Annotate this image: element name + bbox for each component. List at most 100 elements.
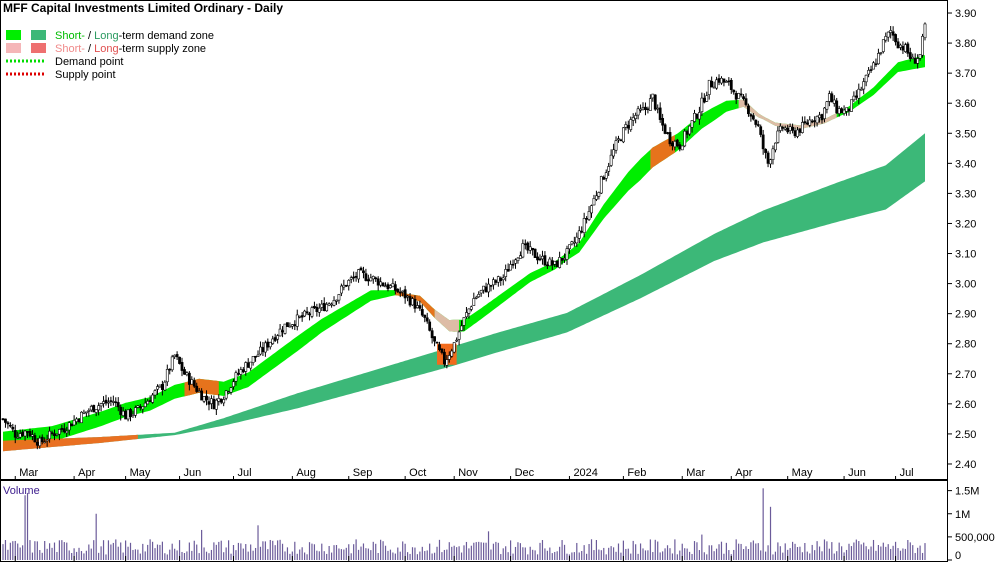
candle-body bbox=[322, 302, 326, 311]
month-tick-label: May bbox=[792, 467, 813, 479]
candle-body bbox=[720, 77, 723, 84]
candle-body bbox=[232, 381, 235, 387]
candle-body bbox=[339, 285, 343, 294]
month-tick-label: Jun bbox=[184, 467, 202, 479]
candle-body bbox=[739, 93, 743, 96]
price-tick-label: 3.70 bbox=[955, 68, 976, 80]
candle-body bbox=[462, 317, 466, 326]
candle-body bbox=[872, 62, 875, 70]
candle-body bbox=[585, 218, 589, 220]
candle-body bbox=[729, 79, 733, 90]
volume-title: Volume bbox=[3, 485, 40, 497]
candle-body bbox=[286, 322, 289, 327]
candle-body bbox=[901, 46, 905, 51]
candle-body bbox=[214, 399, 218, 410]
candle-body bbox=[18, 433, 22, 438]
candle-body bbox=[104, 399, 108, 404]
candle-body bbox=[693, 113, 696, 122]
candle-body bbox=[114, 401, 118, 404]
candle-body bbox=[62, 428, 66, 433]
short-term-demand-zone bbox=[3, 55, 925, 449]
candle-body bbox=[298, 316, 302, 318]
candle-body bbox=[496, 276, 500, 283]
candle-body bbox=[190, 379, 194, 385]
candle-body bbox=[261, 347, 265, 353]
candle-body bbox=[187, 372, 191, 385]
candle-body bbox=[89, 406, 93, 411]
candle-body bbox=[533, 248, 537, 258]
volume-tick-label: 500,000 bbox=[955, 532, 995, 544]
candle-body bbox=[550, 260, 554, 266]
candle-body bbox=[548, 258, 552, 267]
legend-demand-rest: -term demand zone bbox=[119, 30, 214, 42]
candle-body bbox=[381, 282, 385, 287]
candle-body bbox=[21, 431, 25, 436]
candle-body bbox=[489, 285, 493, 287]
candle-body bbox=[472, 298, 476, 306]
month-tick-label: 2024 bbox=[573, 467, 597, 479]
candle-body bbox=[572, 241, 576, 244]
candle-body bbox=[376, 278, 380, 286]
legend-supply-zone: Short- / Long-term supply zone bbox=[55, 43, 206, 55]
candle-body bbox=[526, 242, 530, 251]
candle-body bbox=[673, 141, 677, 148]
candle-body bbox=[894, 34, 897, 43]
month-tick-label: Nov bbox=[458, 467, 478, 479]
candle-body bbox=[249, 361, 253, 369]
candle-body bbox=[406, 295, 410, 298]
price-tick-label: 2.40 bbox=[955, 459, 976, 471]
candle-body bbox=[94, 409, 98, 413]
month-tick-label: Aug bbox=[296, 467, 316, 479]
candle-body bbox=[916, 58, 920, 64]
candle-body bbox=[347, 280, 351, 287]
legend-supply-point: Supply point bbox=[55, 69, 116, 81]
candle-body bbox=[266, 341, 270, 348]
candle-body bbox=[67, 422, 71, 431]
candle-body bbox=[555, 260, 559, 268]
candle-body bbox=[837, 108, 841, 114]
volume-tick-label: 1M bbox=[955, 509, 970, 521]
candle-body bbox=[599, 176, 603, 194]
candle-body bbox=[465, 312, 468, 318]
candle-body bbox=[651, 93, 655, 99]
candle-body bbox=[374, 277, 378, 280]
candle-body bbox=[129, 409, 132, 418]
supply-zone-segment-3 bbox=[434, 309, 460, 332]
month-tick-label: Jun bbox=[848, 467, 866, 479]
candle-body bbox=[281, 330, 284, 333]
candle-body bbox=[575, 236, 579, 244]
candle-body bbox=[712, 86, 716, 89]
candle-body bbox=[357, 269, 360, 280]
candle-body bbox=[330, 303, 333, 306]
legend-demand-zone: Short- / Long-term demand zone bbox=[55, 30, 214, 42]
candle-body bbox=[621, 127, 625, 143]
candle-body bbox=[60, 427, 64, 430]
candle-body bbox=[13, 430, 17, 438]
candle-body bbox=[835, 100, 839, 114]
candle-body bbox=[700, 97, 704, 113]
candle-body bbox=[180, 362, 184, 371]
candle-body bbox=[511, 263, 515, 266]
candle-body bbox=[445, 359, 449, 366]
candle-body bbox=[35, 441, 39, 446]
candle-body bbox=[577, 230, 581, 239]
candle-body bbox=[612, 149, 615, 157]
candle-body bbox=[467, 308, 471, 314]
candle-body bbox=[492, 279, 495, 286]
candle-body bbox=[315, 306, 319, 312]
candle-body bbox=[634, 115, 638, 119]
candle-body bbox=[254, 355, 257, 358]
candle-body bbox=[227, 391, 230, 394]
candle-body bbox=[538, 258, 542, 261]
candle-body bbox=[803, 121, 807, 124]
candle-body bbox=[452, 342, 456, 353]
candle-body bbox=[607, 166, 611, 172]
candle-body bbox=[229, 387, 233, 393]
candle-body bbox=[793, 130, 797, 137]
month-tick-label: Mar bbox=[686, 467, 705, 479]
candle-body bbox=[97, 405, 101, 411]
price-tick-label: 2.70 bbox=[955, 369, 976, 381]
candle-body bbox=[369, 277, 373, 282]
candle-body bbox=[516, 257, 520, 261]
candle-body bbox=[771, 148, 775, 160]
